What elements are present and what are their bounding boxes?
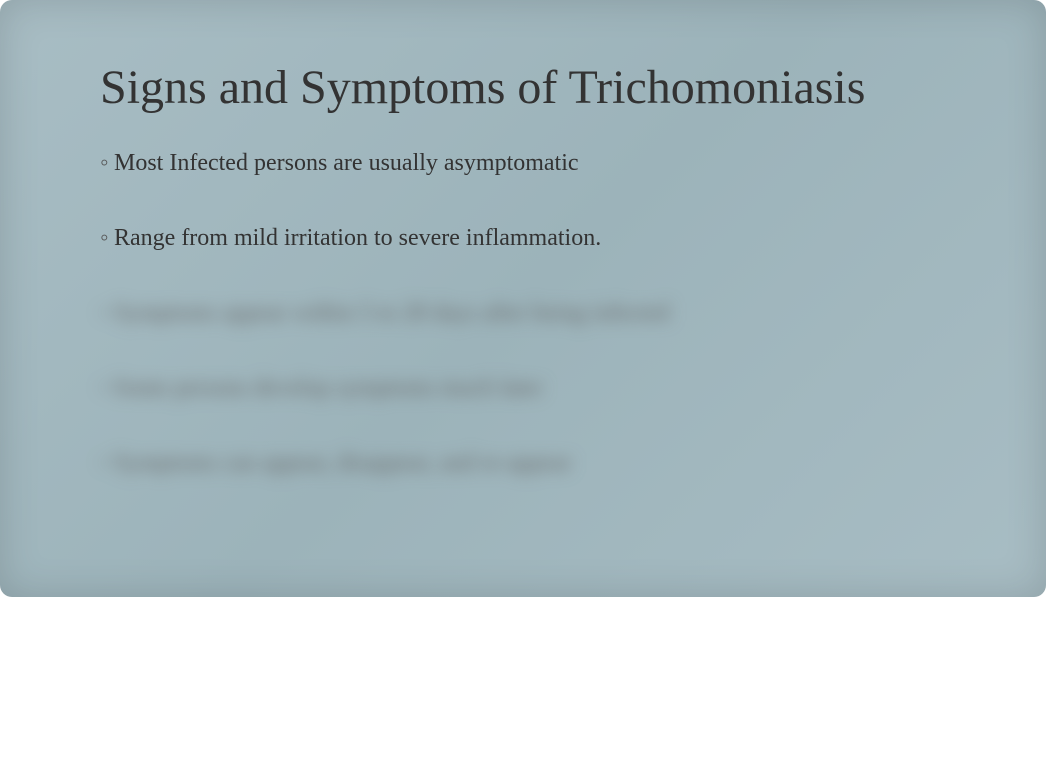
bullet-item: Most Infected persons are usually asympt… (100, 150, 946, 177)
slide-container: Signs and Symptoms of Trichomoniasis Mos… (0, 0, 1046, 597)
bullet-item: Range from mild irritation to severe inf… (100, 225, 946, 252)
bullet-item-blurred: Symptoms appear within 5 to 28 days afte… (100, 300, 946, 327)
slide-title: Signs and Symptoms of Trichomoniasis (100, 60, 946, 115)
bullet-item-blurred: Symptoms can appear, disappear, and re-a… (100, 450, 946, 477)
bullet-item-blurred: Some persons develop symptoms much later (100, 375, 946, 402)
bullet-list: Most Infected persons are usually asympt… (100, 150, 946, 477)
